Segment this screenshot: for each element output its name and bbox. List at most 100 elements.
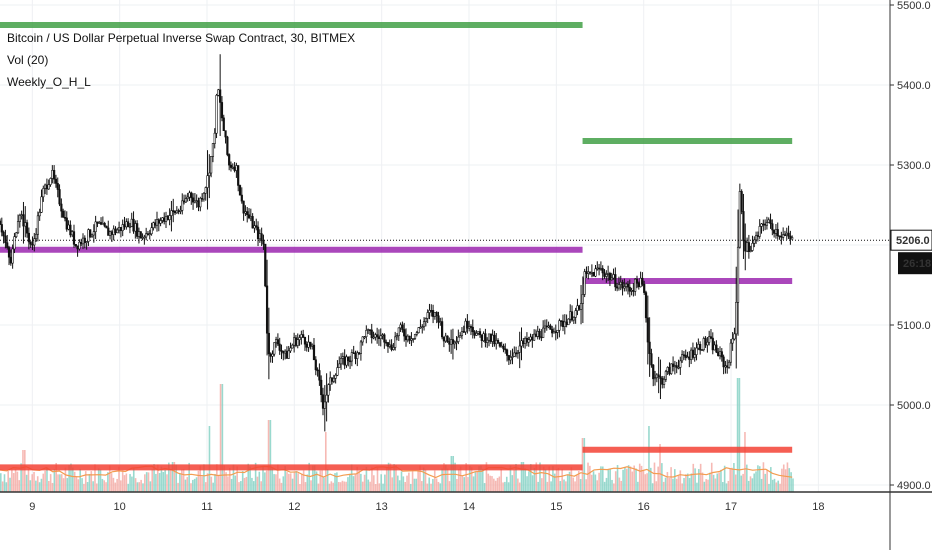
candle-body [76, 245, 79, 250]
volume-bar [324, 432, 327, 492]
volume-bar [703, 481, 706, 492]
candle-body [505, 349, 509, 356]
volume-bar [788, 468, 791, 492]
candle-body [307, 341, 310, 348]
volume-bar [164, 470, 166, 492]
candle-body [424, 318, 427, 322]
candle-body [578, 305, 581, 310]
volume-bar [507, 482, 510, 492]
volume-bar [579, 478, 582, 492]
volume-bar [627, 465, 630, 492]
candle-body [500, 345, 503, 348]
volume-bar [282, 476, 285, 492]
volume-bar [332, 482, 334, 492]
volume-bar [197, 470, 200, 492]
volume-bar [265, 470, 268, 492]
volume-bar [14, 469, 17, 492]
volume-bar [448, 481, 451, 492]
candle-body [502, 345, 505, 350]
volume-bar [476, 471, 479, 492]
volume-bar [27, 469, 30, 492]
volume-bar [749, 476, 752, 492]
candle-body [431, 310, 435, 317]
volume-bar [86, 482, 89, 492]
candle-body [273, 342, 276, 355]
candle-body [238, 185, 242, 196]
candle-body [693, 354, 696, 358]
volume-bar [699, 463, 702, 492]
candle-body [471, 326, 474, 333]
volume-bar [552, 466, 554, 492]
volume-bar [716, 473, 719, 492]
candle-body [487, 333, 491, 341]
volume-bar [347, 477, 349, 492]
candle-body [29, 241, 32, 245]
volume-bar [312, 465, 314, 492]
candle-body [681, 354, 684, 362]
legend-indicator[interactable]: Weekly_O_H_L [7, 75, 91, 89]
volume-bar [184, 479, 187, 492]
candle-body [291, 344, 294, 349]
candle-body [747, 242, 750, 252]
candle-body [722, 356, 725, 368]
volume-bar [784, 469, 787, 492]
candle-body [493, 334, 496, 345]
volume-bar [349, 473, 351, 492]
volume-bar [1, 481, 4, 492]
candle-body [704, 338, 707, 346]
volume-bar [771, 479, 774, 492]
candle-body [787, 232, 790, 237]
volume-bar [770, 467, 772, 492]
candle-body [632, 290, 635, 292]
candle-body [338, 363, 341, 368]
volume-bar [55, 462, 57, 492]
volume-bar [679, 470, 682, 492]
volume-bar [276, 464, 279, 492]
candle-body [312, 344, 316, 361]
volume-bar [698, 469, 700, 492]
candle-body [742, 211, 745, 242]
candle-body [347, 356, 350, 362]
volume-bar [350, 464, 353, 492]
legend-volume[interactable]: Vol (20) [7, 53, 49, 67]
candle-body [514, 352, 518, 355]
candle-body [715, 344, 718, 353]
candle-body [726, 365, 729, 368]
volume-bar [162, 472, 165, 492]
candle-body [592, 272, 595, 277]
candle-body [31, 243, 34, 246]
candle-body [256, 226, 260, 240]
candle-body [67, 224, 70, 230]
grid [0, 0, 890, 492]
candle-body [345, 356, 348, 366]
candle-body [105, 225, 108, 229]
volume-bar [505, 476, 508, 492]
candle-body [435, 312, 438, 317]
candle-body [511, 356, 514, 358]
volume-bar [585, 479, 587, 492]
volume-bar [22, 450, 24, 492]
candle-body [675, 365, 678, 368]
volume-bar [57, 474, 59, 492]
candle-body [733, 333, 736, 340]
volume-bar [489, 475, 491, 492]
volume-bar [374, 483, 377, 492]
volume-bar [201, 476, 203, 492]
legend-symbol[interactable]: Bitcoin / US Dollar Perpetual Inverse Sw… [7, 31, 356, 45]
candle-body [293, 337, 296, 346]
candle-body [659, 376, 662, 379]
candle-body [682, 354, 686, 357]
candle-body [596, 267, 599, 270]
volume-bar [20, 463, 22, 492]
volume-bar [384, 474, 386, 492]
volume-bar [513, 470, 515, 492]
volume-bar [210, 476, 213, 492]
volume-bar [520, 462, 523, 492]
candle-body [186, 196, 189, 199]
candle-body [563, 321, 566, 327]
volume-bar [638, 463, 641, 492]
y-tick-label-4: 5100.0 [897, 320, 931, 332]
candle-body [51, 170, 54, 179]
candle-body [643, 283, 646, 293]
